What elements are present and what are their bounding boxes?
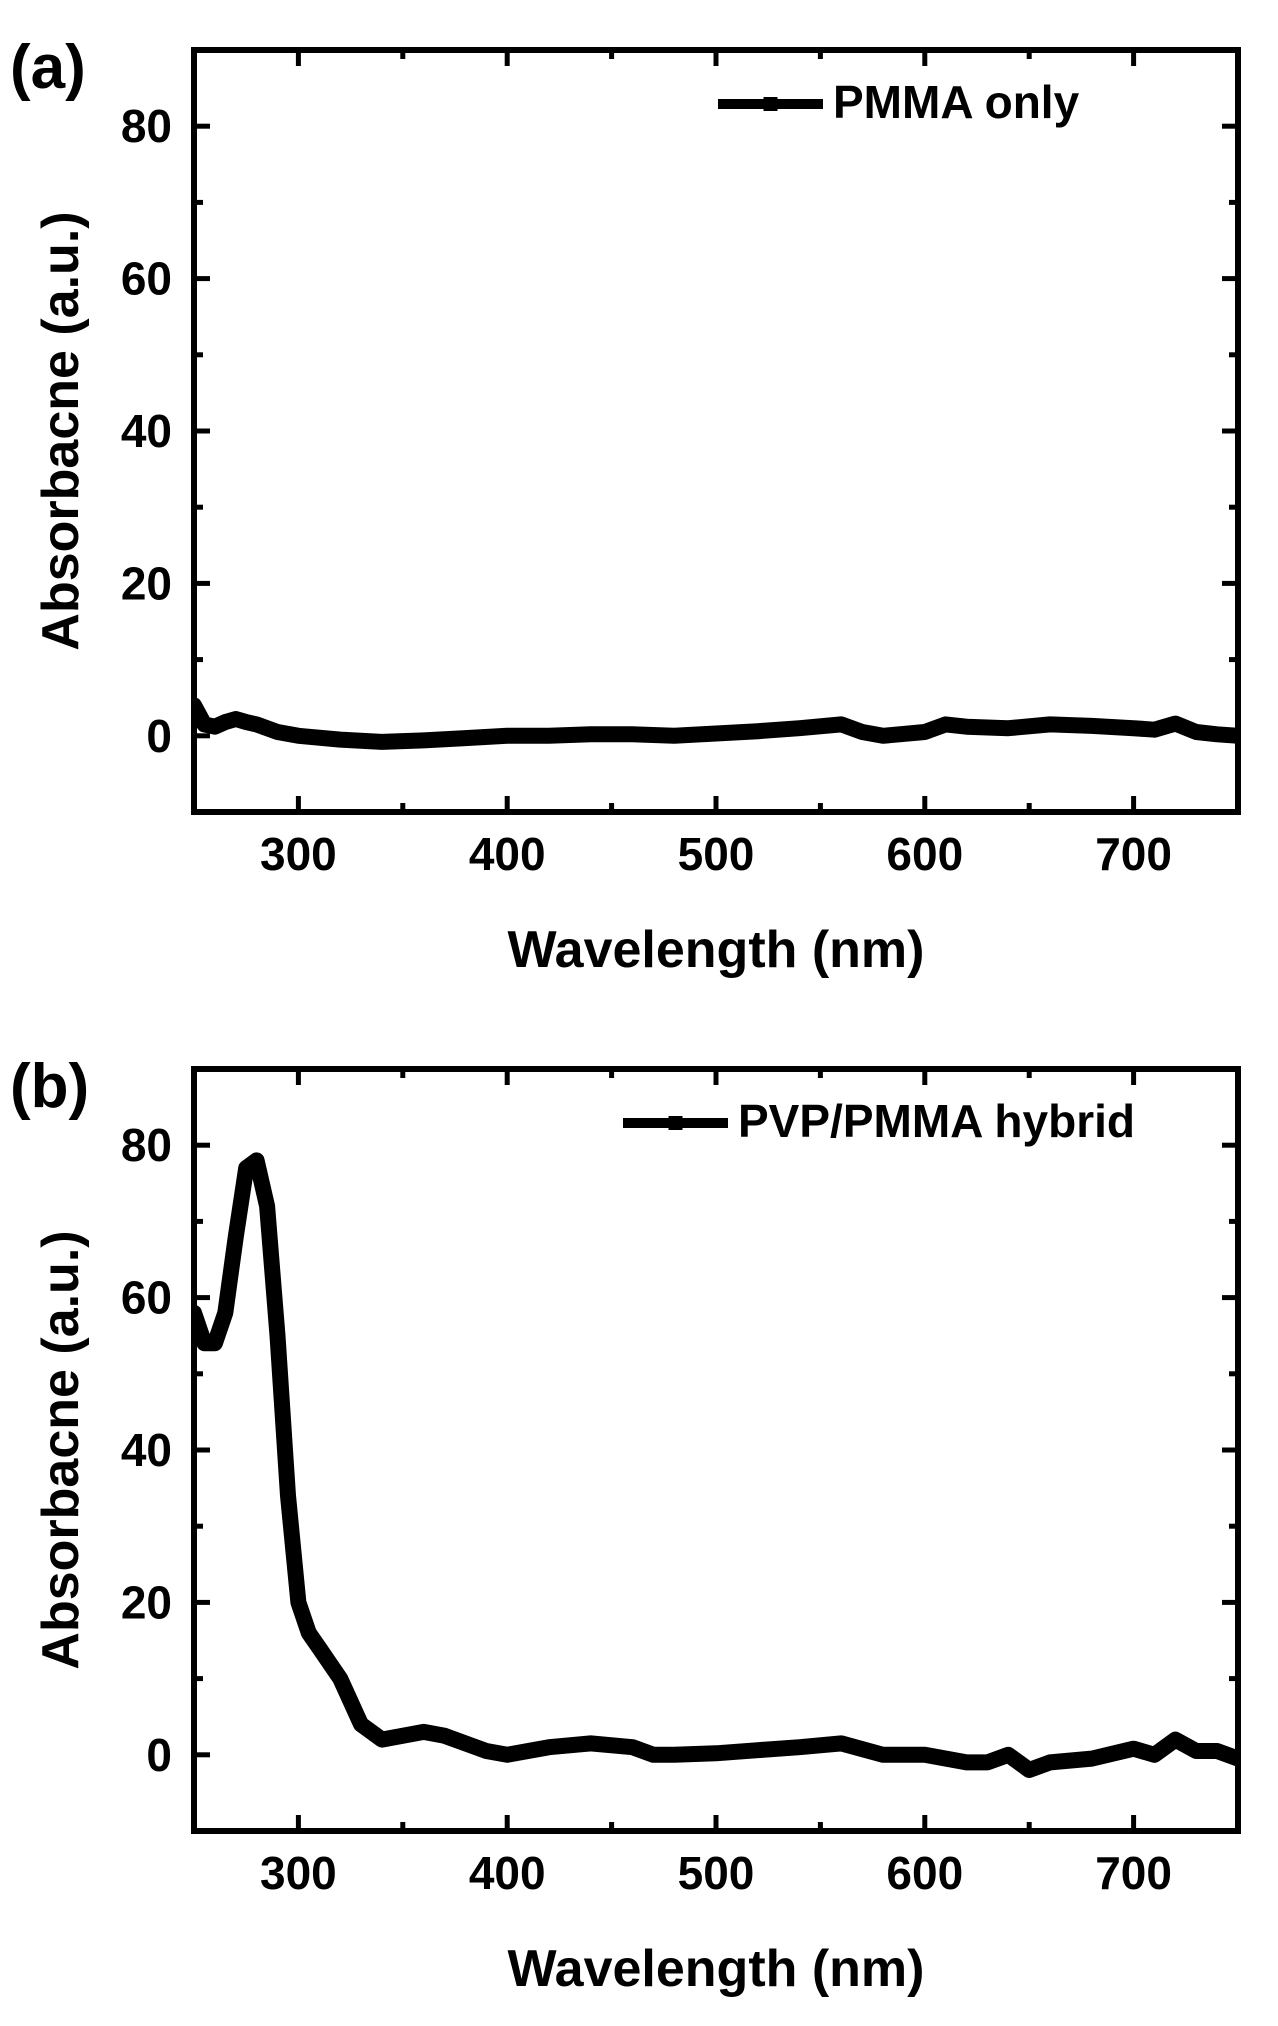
x-axis-title: Wavelength (nm) [508,921,925,979]
legend-label: PVP/PMMA hybrid [738,1095,1135,1147]
y-tick-label: 40 [121,405,172,457]
x-tick-label: 300 [260,828,337,880]
y-axis-title: Absorbacne (a.u.) [32,211,90,650]
x-tick-label: 700 [1095,828,1172,880]
x-tick-label: 300 [260,1847,337,1899]
y-tick-label: 0 [146,710,172,762]
y-axis-title: Absorbacne (a.u.) [32,1230,90,1669]
x-axis-title: Wavelength (nm) [508,1940,925,1998]
y-tick-label: 0 [146,1729,172,1781]
x-tick-label: 600 [886,828,963,880]
x-tick-label: 700 [1095,1847,1172,1899]
plot-frame [191,47,1241,815]
series-line-0 [194,1152,1238,1778]
x-tick-label: 500 [678,1847,755,1899]
x-tick-label: 400 [469,1847,546,1899]
y-tick-label: 20 [121,557,172,609]
y-tick-label: 80 [121,1119,172,1171]
y-tick-label: 60 [121,1272,172,1324]
x-tick-label: 500 [678,828,755,880]
x-tick-label: 600 [886,1847,963,1899]
x-tick-label: 400 [469,828,546,880]
y-tick-label: 20 [121,1576,172,1628]
panel-label: (a) [10,33,86,102]
y-tick-label: 60 [121,253,172,305]
chart-panel-a: (a) 300 400 500 600 700 0 20 40 60 80 Wavelength (n… [10,33,1241,979]
legend-marker [668,1116,683,1130]
y-tick-label: 40 [121,1424,172,1476]
legend-label: PMMA only [833,76,1080,128]
chart-panel-b: (b) 300 400 500 600 700 0 20 40 60 80 Wavelength (n… [10,1052,1241,1998]
panel-label: (b) [10,1052,89,1121]
series-line-0 [194,697,1238,750]
legend-marker [763,97,778,111]
y-tick-label: 80 [121,100,172,152]
